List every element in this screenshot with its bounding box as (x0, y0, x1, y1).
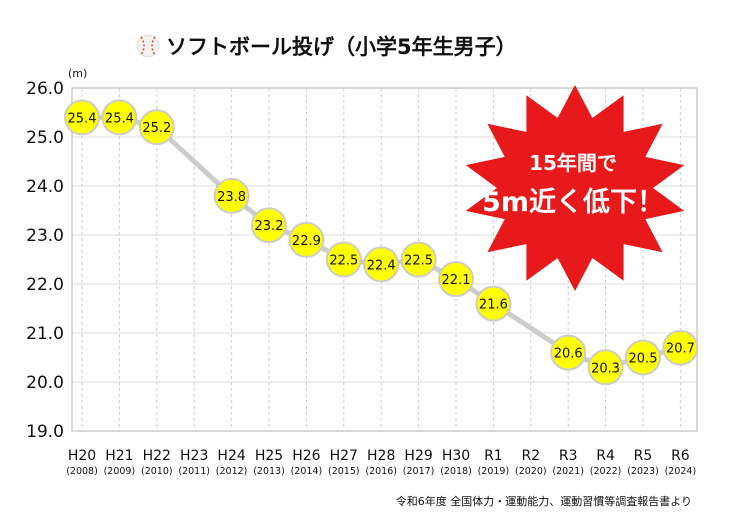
data-point (288, 221, 325, 258)
data-label: 21.6 (479, 298, 508, 313)
data-label: 22.5 (329, 254, 358, 269)
x-tick-year: (2019) (478, 466, 510, 477)
data-point (363, 246, 400, 283)
y-tick-label: 21.0 (26, 324, 64, 344)
x-tick-year: (2020) (515, 466, 547, 477)
x-tick-label: R1 (484, 448, 503, 464)
data-label: 20.3 (591, 361, 620, 376)
data-point (64, 99, 100, 136)
data-label: 25.4 (68, 111, 97, 126)
y-tick-label: 24.0 (26, 177, 64, 197)
data-label: 22.1 (442, 273, 471, 288)
x-tick-year: (2010) (141, 466, 173, 477)
data-label: 22.5 (404, 254, 433, 269)
x-tick-year: (2016) (365, 466, 397, 477)
y-tick-label: 25.0 (26, 128, 64, 148)
y-tick-label: 23.0 (26, 226, 64, 246)
x-tick-label: H24 (217, 448, 245, 464)
data-label: 20.5 (629, 352, 658, 367)
x-tick-year: (2018) (440, 466, 472, 477)
x-tick-label: R5 (634, 448, 653, 464)
data-point (251, 207, 287, 244)
annotation-line1: 15年間で (529, 151, 617, 175)
x-tick-year: (2023) (627, 466, 659, 477)
data-label: 25.2 (142, 121, 171, 136)
x-tick-year: (2009) (104, 466, 136, 477)
data-label: 23.8 (217, 190, 246, 205)
data-point (587, 349, 624, 386)
x-tick-year: (2022) (590, 466, 622, 477)
x-tick-label: H23 (180, 448, 208, 464)
data-point (625, 339, 661, 376)
y-tick-label: 26.0 (26, 79, 64, 99)
chart-title: ソフトボール投げ（小学5年生男子） (166, 35, 517, 59)
data-point (475, 285, 512, 322)
y-tick-label: 20.0 (26, 373, 64, 393)
x-tick-label: H29 (404, 448, 432, 464)
data-point (101, 99, 138, 136)
y-tick-label: 22.0 (26, 275, 64, 295)
x-tick-label: R4 (596, 448, 615, 464)
data-point (438, 261, 474, 298)
data-point (662, 329, 699, 366)
starburst-shape (465, 85, 685, 291)
plot-frame (71, 87, 698, 432)
x-tick-label: R2 (521, 448, 540, 464)
y-tick-label: 19.0 (26, 422, 64, 442)
x-tick-year: (2021) (552, 466, 584, 477)
data-label: 20.6 (554, 347, 583, 362)
x-tick-year: (2017) (403, 466, 435, 477)
data-label: 23.2 (255, 219, 284, 234)
source-note: 令和6年度 全国体力・運動能力、運動習慣等調査報告書より (396, 494, 692, 508)
x-tick-year: (2013) (253, 466, 285, 477)
x-tick-label: R6 (671, 448, 690, 464)
x-tick-label: R3 (559, 448, 578, 464)
x-tick-year: (2014) (291, 466, 323, 477)
data-label: 25.4 (105, 111, 134, 126)
annotation-line2: 5m近く低下！ (482, 187, 664, 218)
data-label: 20.7 (666, 342, 695, 357)
y-unit-label: (m) (68, 67, 87, 80)
x-tick-label: H26 (292, 448, 320, 464)
x-tick-year: (2011) (178, 466, 210, 477)
x-tick-label: H21 (105, 448, 133, 464)
data-point (550, 334, 587, 371)
x-tick-year: (2012) (216, 466, 248, 477)
data-label: 22.9 (292, 234, 321, 249)
x-tick-label: H27 (330, 448, 358, 464)
x-tick-label: H22 (143, 448, 171, 464)
data-point (213, 177, 250, 214)
data-point (400, 241, 437, 278)
x-tick-label: H25 (255, 448, 283, 464)
data-point (325, 241, 362, 278)
data-label: 22.4 (367, 258, 396, 273)
data-point (138, 109, 175, 146)
x-tick-year: (2015) (328, 466, 360, 477)
baseball-icon (136, 34, 160, 58)
annotation-burst: 15年間で 5m近く低下！ (465, 85, 685, 291)
x-tick-label: H20 (68, 448, 96, 464)
x-tick-label: H28 (367, 448, 395, 464)
x-tick-label: H30 (442, 448, 470, 464)
x-tick-year: (2024) (665, 466, 697, 477)
x-tick-year: (2008) (66, 466, 98, 477)
